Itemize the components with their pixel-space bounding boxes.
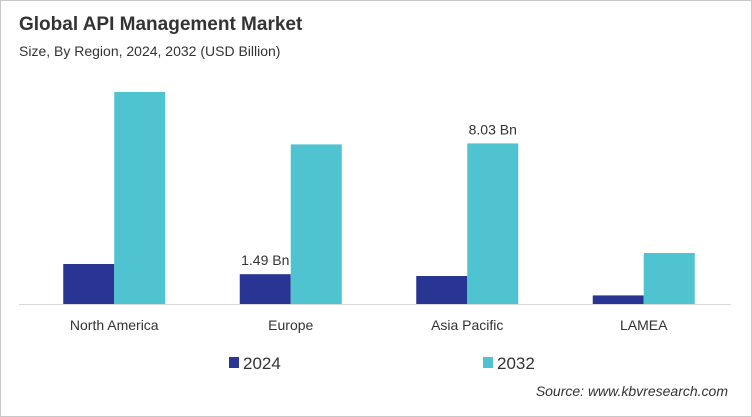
source-note: Source: www.kbvresearch.com: [535, 383, 728, 399]
x-tick-label: LAMEA: [620, 317, 668, 333]
bar-2032-europe: [290, 144, 342, 304]
bar-2032-asia-pacific: [467, 143, 519, 304]
bar-2032-north-america: [114, 92, 166, 304]
legend-label: 2032: [497, 354, 535, 373]
x-tick-label: Europe: [268, 317, 313, 333]
bar-2024-north-america: [63, 264, 115, 304]
chart-title: Global API Management Market: [19, 14, 303, 35]
bar-2024-europe: [239, 274, 291, 304]
x-tick-label: Asia Pacific: [431, 317, 503, 333]
data-label: 8.03 Bn: [469, 121, 517, 137]
data-label: 1.49 Bn: [241, 252, 289, 268]
chart-subtitle: Size, By Region, 2024, 2032 (USD Billion…: [19, 43, 281, 59]
bar-2024-asia-pacific: [416, 276, 468, 304]
bar-2032-lamea: [643, 253, 695, 304]
legend-swatch-2032: [483, 357, 493, 368]
legend-label: 2024: [243, 354, 281, 373]
legend-swatch-2024: [229, 357, 239, 368]
bar-2024-lamea: [592, 295, 644, 304]
x-tick-label: North America: [70, 317, 159, 333]
